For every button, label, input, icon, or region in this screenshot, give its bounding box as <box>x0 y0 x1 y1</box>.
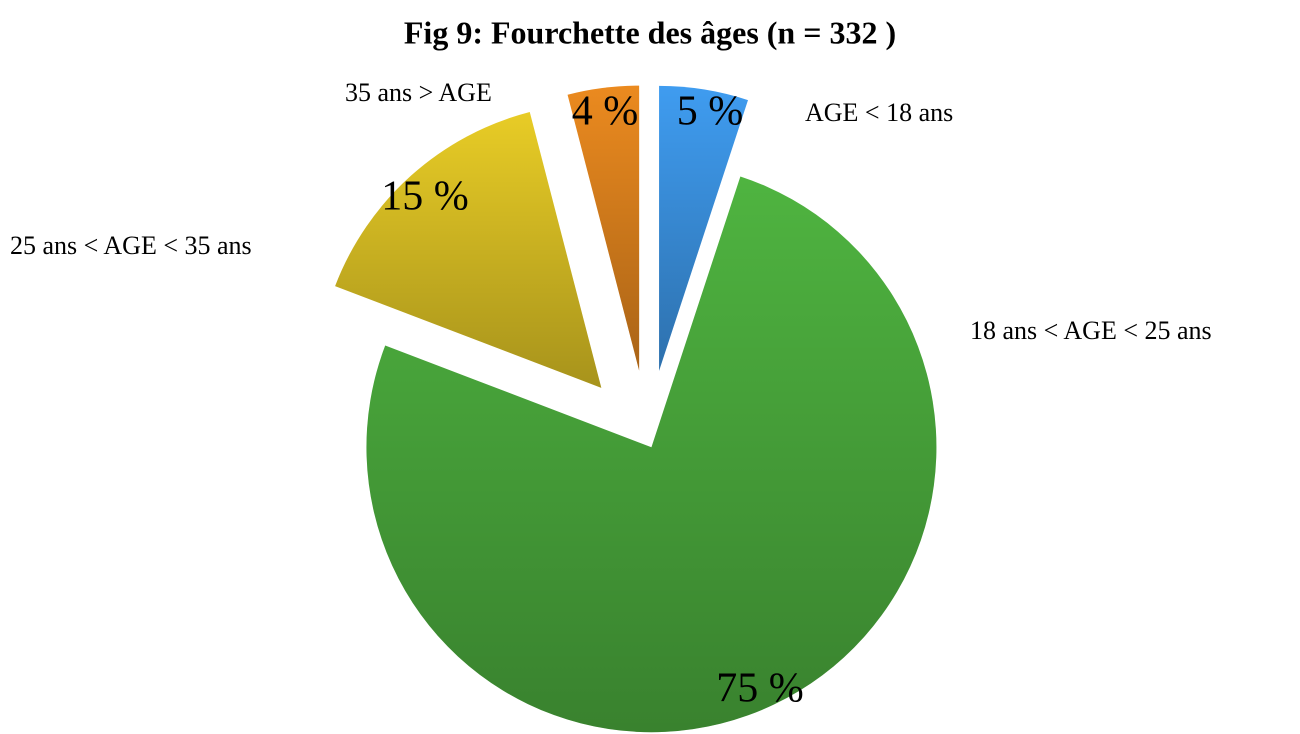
category-label: 18 ans < AGE < 25 ans <box>970 316 1212 345</box>
category-label: 35 ans > AGE <box>345 78 492 107</box>
data-label: 5 % <box>677 89 744 135</box>
chart-title: Fig 9: Fourchette des âges (n = 332 ) <box>404 14 896 50</box>
data-label: 4 % <box>572 89 639 135</box>
data-label: 75 % <box>716 666 804 712</box>
pie-slice <box>335 111 602 388</box>
category-label: 25 ans < AGE < 35 ans <box>10 231 252 260</box>
category-label: AGE < 18 ans <box>805 98 953 127</box>
data-label: 15 % <box>381 174 469 220</box>
